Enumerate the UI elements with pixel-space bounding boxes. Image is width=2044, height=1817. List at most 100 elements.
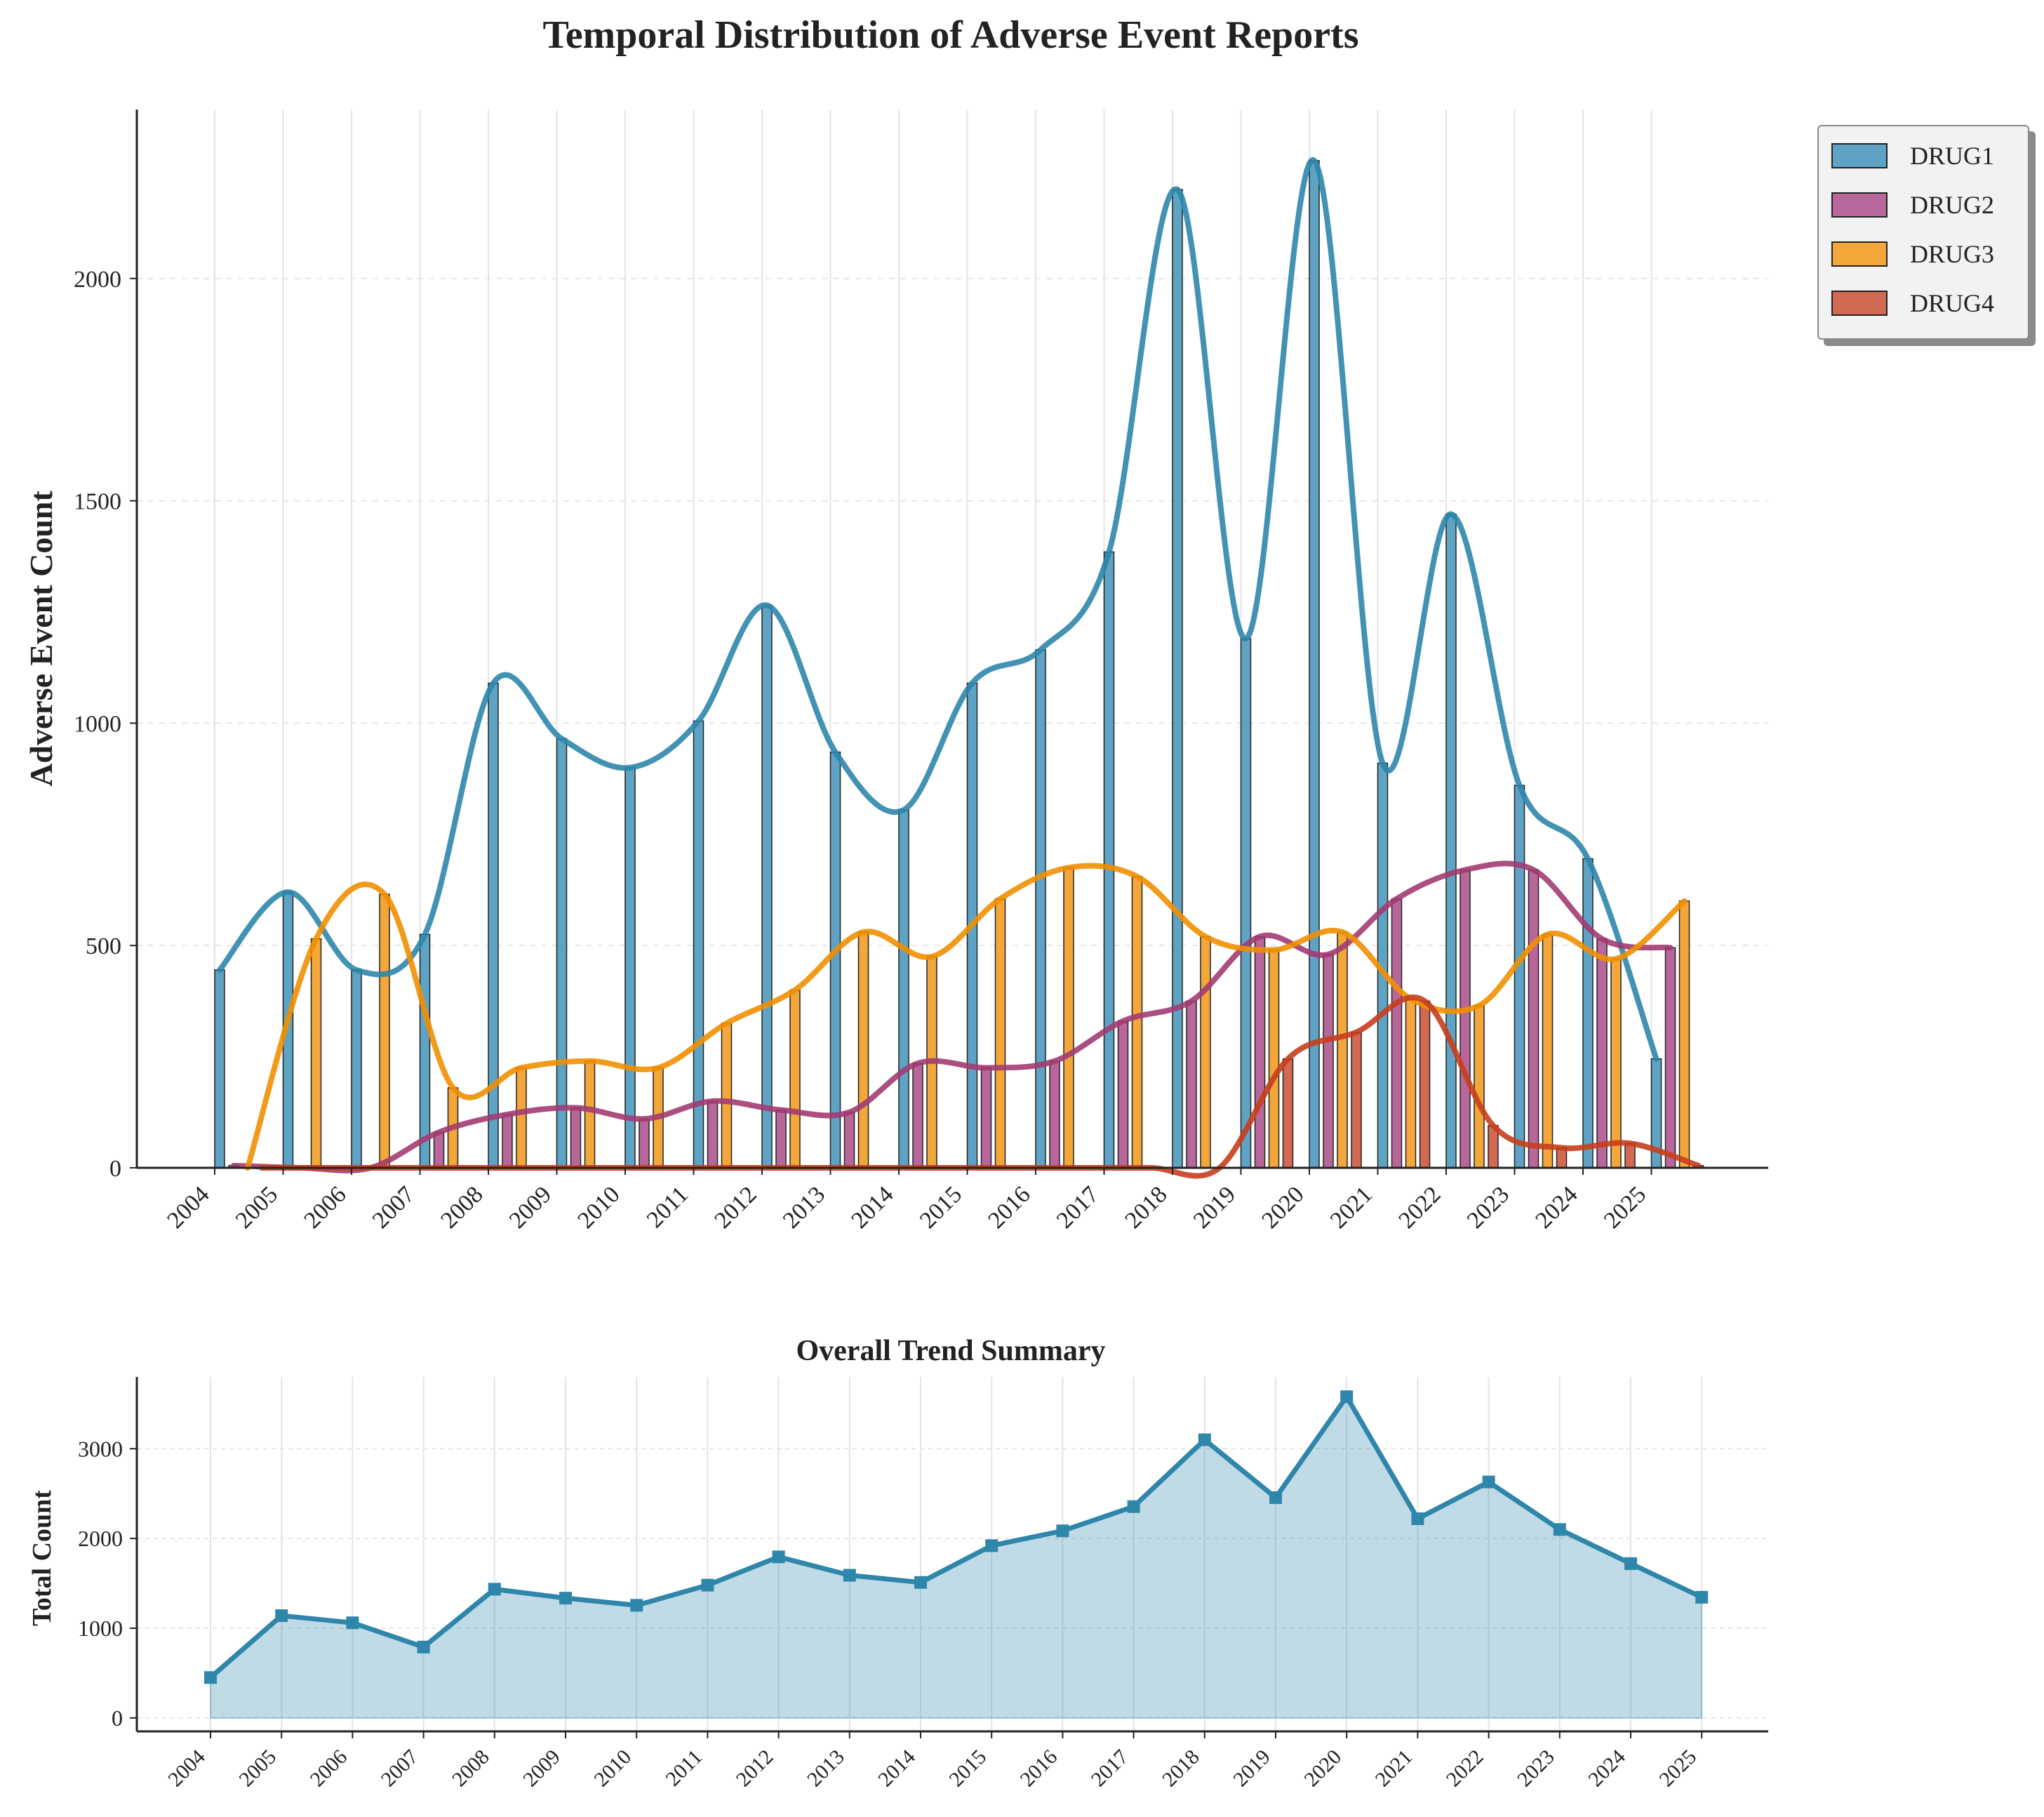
- legend-label-drug3: DRUG3: [1910, 240, 1995, 268]
- bar-drug1-2022: [1445, 513, 1457, 1169]
- bar-drug1-2013: [829, 751, 841, 1169]
- bar-drug1-2008: [488, 682, 499, 1169]
- bar-drug2-2018: [1186, 1000, 1197, 1169]
- bar-drug4-2020: [1351, 1031, 1362, 1169]
- bar-drug3-2011: [721, 1023, 733, 1169]
- main-chart-title: Temporal Distribution of Adverse Event R…: [542, 13, 1358, 57]
- bar-drug2-2008: [502, 1114, 513, 1169]
- trend-chart-title: Overall Trend Summary: [796, 1335, 1106, 1367]
- trend-chart-xtick-label: 2014: [874, 1745, 920, 1792]
- trend-chart-xtick-label: 2020: [1300, 1745, 1346, 1792]
- main-chart-xtick-label: 2012: [709, 1181, 761, 1233]
- bar-drug3-2005: [310, 938, 322, 1169]
- trend-line: [208, 1394, 1703, 1679]
- bar-drug3-2009: [584, 1060, 596, 1169]
- legend-label-drug1: DRUG1: [1910, 142, 1995, 170]
- trend-chart-xtick-label: 2018: [1158, 1745, 1204, 1792]
- bar-drug2-2013: [843, 1112, 855, 1169]
- main-chart-ytick-label: 500: [86, 933, 121, 959]
- legend-swatch-drug3: [1831, 241, 1888, 267]
- trend-chart-xtick-label: 2010: [589, 1745, 636, 1792]
- trend-chart-xtick-label: 2009: [519, 1745, 565, 1792]
- trend-marker-2021: [1411, 1512, 1424, 1525]
- bar-drug2-2012: [775, 1109, 787, 1169]
- bar-drug1-2018: [1172, 189, 1183, 1169]
- trend-chart: Overall Trend Summary 0 1000 2000 3000 2004 2…: [27, 1335, 1768, 1791]
- line-drug3: [245, 863, 1688, 1171]
- main-chart: Temporal Distribution of Adverse Event R…: [23, 13, 1768, 1234]
- bar-drug1-2007: [419, 933, 431, 1169]
- trend-marker-2017: [1127, 1500, 1140, 1513]
- main-chart-xtick-label: 2006: [299, 1181, 351, 1233]
- bar-drug2-2023: [1528, 869, 1539, 1169]
- legend-item-drug3[interactable]: DRUG3: [1831, 233, 1994, 275]
- main-chart-ytick-label: 1000: [74, 711, 121, 737]
- legend-item-drug2[interactable]: DRUG2: [1831, 184, 1994, 226]
- bar-drug1-2020: [1309, 160, 1320, 1169]
- bar-drug1-2019: [1240, 638, 1252, 1169]
- trend-chart-xtick-label: 2005: [234, 1745, 281, 1792]
- main-chart-xtick-label: 2004: [162, 1181, 214, 1233]
- bar-drug2-2007: [433, 1131, 445, 1169]
- trend-marker-2025: [1695, 1590, 1709, 1604]
- bar-drug1-2024: [1582, 858, 1594, 1169]
- main-chart-xtick-label: 2021: [1325, 1181, 1377, 1233]
- legend-item-drug1[interactable]: DRUG1: [1831, 135, 1994, 177]
- main-chart-xtick-label: 2020: [1257, 1181, 1309, 1233]
- legend-item-drug4[interactable]: DRUG4: [1831, 282, 1994, 324]
- main-chart-xtick-label: 2019: [1189, 1181, 1241, 1233]
- trend-chart-xtick-label: 2015: [944, 1745, 991, 1792]
- trend-chart-xtick-label: 2012: [732, 1745, 778, 1792]
- main-chart-xtick-label: 2010: [573, 1181, 624, 1233]
- bar-drug3-2019: [1268, 949, 1280, 1169]
- trend-chart-xtick-label: 2019: [1229, 1745, 1275, 1792]
- bar-drug3-2016: [1063, 867, 1074, 1169]
- main-chart-xtick-label: 2005: [231, 1181, 283, 1233]
- legend-swatch-drug1: [1831, 143, 1888, 168]
- trend-marker-2019: [1269, 1491, 1282, 1504]
- bar-drug3-2018: [1200, 936, 1211, 1169]
- bar-drug1-2004: [214, 969, 225, 1169]
- bar-drug3-2020: [1337, 931, 1348, 1169]
- trend-marker-2008: [488, 1583, 501, 1596]
- bar-drug2-2025: [1664, 947, 1676, 1169]
- bar-drug2-2019: [1254, 936, 1266, 1169]
- trend-marker-2022: [1482, 1475, 1495, 1489]
- legend-swatch-drug4: [1831, 291, 1888, 316]
- line-drug2: [231, 860, 1674, 1173]
- trend-chart-xtick-label: 2004: [163, 1745, 210, 1792]
- bar-drug1-2014: [898, 809, 909, 1169]
- bar-drug2-2024: [1596, 938, 1608, 1169]
- trend-chart-xtick-label: 2025: [1655, 1745, 1701, 1792]
- main-chart-xtick-label: 2022: [1394, 1181, 1445, 1233]
- bar-drug2-2009: [570, 1107, 582, 1169]
- bar-drug3-2025: [1678, 900, 1690, 1169]
- main-chart-xtick-label: 2015: [915, 1181, 967, 1233]
- bar-drug3-2008: [516, 1067, 527, 1169]
- main-chart-xtick-label: 2024: [1530, 1181, 1582, 1233]
- trend-chart-xtick-label: 2024: [1584, 1745, 1630, 1792]
- trend-chart-xtick-label: 2022: [1442, 1745, 1488, 1792]
- trend-chart-xtick-label: 2008: [448, 1745, 494, 1792]
- bar-drug4-2021: [1419, 1000, 1431, 1169]
- bar-drug2-2017: [1117, 1020, 1129, 1169]
- bar-drug2-2021: [1391, 898, 1403, 1169]
- bar-drug3-2012: [789, 989, 801, 1169]
- bar-drug1-2009: [556, 738, 568, 1169]
- trend-chart-xtick-label: 2021: [1371, 1745, 1417, 1792]
- bar-drug2-2011: [707, 1100, 719, 1169]
- main-chart-ytick-label: 0: [109, 1156, 121, 1182]
- main-chart-ytick-label: 1500: [74, 489, 121, 515]
- bar-drug2-2022: [1459, 869, 1471, 1169]
- trend-chart-y-axis-label: Total Count: [27, 1490, 57, 1626]
- trend-chart-ytick-label: 3000: [78, 1436, 123, 1461]
- bar-drug3-2006: [379, 893, 390, 1169]
- trend-chart-xtick-label: 2023: [1513, 1745, 1559, 1792]
- bar-drug1-2006: [351, 969, 362, 1169]
- main-chart-xtick-label: 2007: [368, 1181, 420, 1233]
- main-chart-xtick-label: 2023: [1462, 1181, 1514, 1233]
- trend-marker-2016: [1056, 1524, 1069, 1538]
- trend-chart-ytick-label: 2000: [78, 1526, 123, 1551]
- trend-chart-xtick-label: 2006: [306, 1745, 352, 1792]
- legend-label-drug4: DRUG4: [1910, 289, 1995, 317]
